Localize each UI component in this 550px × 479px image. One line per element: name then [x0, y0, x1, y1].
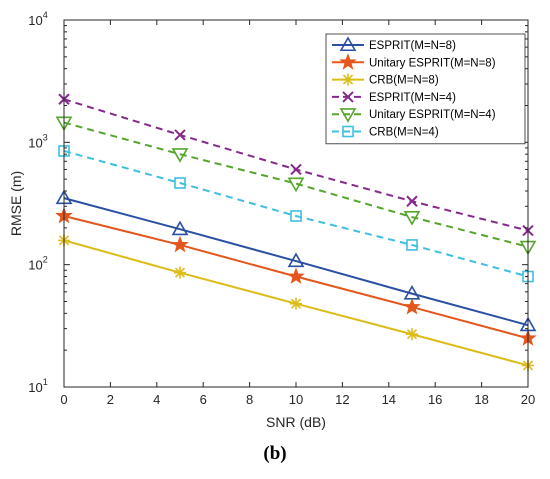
data-point [171, 148, 189, 163]
y-tick-label: 103 [28, 132, 47, 150]
legend-label: CRB(M=N=4) [369, 127, 439, 139]
y-axis-label: RMSE (m) [8, 171, 24, 236]
x-tick-label: 14 [382, 392, 396, 407]
data-point [174, 129, 186, 141]
series-5 [55, 116, 537, 256]
x-tick-labels: 0 2 4 6 8 10 12 14 16 18 20 [60, 392, 535, 407]
y-tick-base: 10 [28, 380, 42, 395]
data-point [171, 220, 189, 236]
legend-box [325, 33, 526, 145]
x-tick-label: 4 [153, 392, 160, 407]
y-tick-exponent: 1 [43, 377, 48, 387]
y-tick-exponent: 3 [43, 132, 48, 142]
legend-marker [339, 108, 357, 123]
data-point [174, 177, 186, 189]
data-point [290, 210, 302, 222]
legend-label: Unitary ESPRIT(M=N=8) [369, 57, 496, 69]
x-tick-label: 16 [428, 392, 442, 407]
y-tick-label: 101 [28, 377, 47, 395]
data-point [174, 266, 186, 279]
y-tick-base: 10 [28, 258, 42, 273]
y-tick-label: 102 [28, 255, 47, 273]
data-point [290, 163, 302, 176]
data-point [406, 328, 418, 341]
y-tick-exponent: 2 [43, 255, 48, 265]
legend-marker [339, 36, 357, 52]
x-tick-label: 10 [289, 392, 303, 407]
data-point [403, 211, 421, 226]
data-point [290, 297, 302, 310]
data-point [406, 195, 418, 207]
data-point [171, 235, 189, 253]
axes-layer [63, 19, 529, 388]
data-point [287, 177, 305, 193]
legend-label: CRB(M=N=8) [369, 75, 439, 87]
legend-marker [342, 73, 354, 86]
series-line [63, 121, 529, 248]
x-axis-label: SNR (dB) [266, 414, 326, 430]
data-point [406, 239, 418, 251]
data-point [287, 267, 305, 284]
legend-label: Unitary ESPRIT(M=N=4) [369, 109, 496, 121]
legend-label: ESPRIT(M=N=4) [369, 92, 456, 104]
caption-text: (b) [263, 443, 287, 464]
y-tick-base: 10 [28, 135, 42, 150]
legend: ESPRIT(M=N=8) Unitary ESPRIT(M=N=8) CRB(M=… [325, 33, 526, 145]
y-tick-exponent: 4 [43, 10, 48, 20]
x-tick-label: 20 [521, 392, 535, 407]
series-line [63, 197, 529, 327]
series-layer [55, 93, 537, 372]
figure-caption: (b) [0, 443, 550, 465]
legend-marker [339, 53, 357, 70]
x-tick-label: 6 [200, 392, 207, 407]
legend-marker [342, 125, 354, 138]
data-point [287, 252, 305, 268]
series-line [63, 150, 529, 278]
x-tick-label: 2 [107, 392, 114, 407]
legend-label: ESPRIT(M=N=8) [369, 40, 456, 52]
x-tick-label: 0 [60, 392, 67, 407]
x-tick-label: 12 [335, 392, 349, 407]
legend-marker [342, 91, 354, 103]
y-tick-base: 10 [28, 13, 42, 28]
x-tick-label: 18 [474, 392, 488, 407]
x-tick-label: 8 [246, 392, 253, 407]
data-point [403, 297, 421, 315]
y-tick-label: 104 [28, 10, 47, 28]
